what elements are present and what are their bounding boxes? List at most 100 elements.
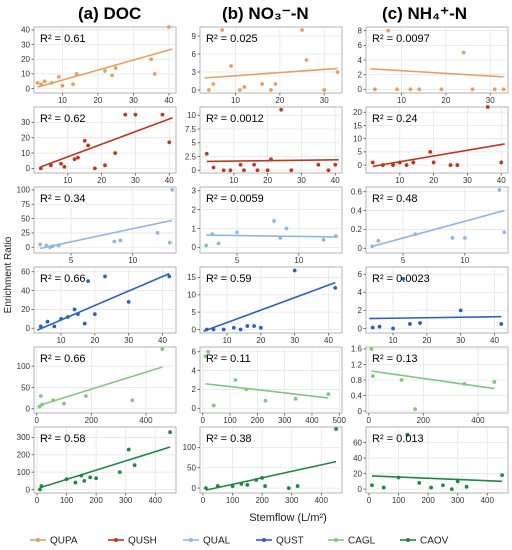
data-point xyxy=(82,478,87,483)
panel-r3-c2: 5 10 0 1 2 3 R² = 0.0059 xyxy=(192,186,343,265)
y-tick-label: 25 xyxy=(21,229,30,238)
data-point xyxy=(464,484,469,489)
data-point xyxy=(126,299,131,304)
data-point xyxy=(235,230,239,235)
data-point xyxy=(413,407,418,412)
y-tick-label: 0 xyxy=(26,84,31,93)
x-tick-label: 400 xyxy=(315,496,329,505)
x-tick-label: 10 xyxy=(128,256,137,265)
y-tick-label: 0 xyxy=(26,485,31,494)
y-tick-label: 0.4 xyxy=(351,206,363,215)
y-tick-label: 20 xyxy=(21,305,30,314)
legend-marker-qust xyxy=(262,538,266,542)
x-tick-label: 30 xyxy=(463,176,472,185)
data-point xyxy=(439,87,444,92)
y-tick-label: 0.4 xyxy=(351,391,363,400)
x-tick-label: 20 xyxy=(97,176,106,185)
r-squared-label: R² = 0.0023 xyxy=(372,273,430,285)
y-tick-label: 2.5 xyxy=(185,152,197,161)
y-tick-label: 0 xyxy=(358,244,363,253)
data-point xyxy=(86,143,90,148)
r-squared-label: R² = 0.24 xyxy=(372,113,418,125)
y-tick-label: 0 xyxy=(192,404,197,413)
x-tick-label: 20 xyxy=(275,96,284,105)
panel-r5-c1: 0 200 400 0 50 100 R² = 0.66 xyxy=(17,346,177,425)
y-tick-label: 40 xyxy=(353,454,362,463)
data-point xyxy=(397,160,402,165)
data-point xyxy=(278,236,283,240)
data-point xyxy=(428,149,433,154)
legend-label-qupa: QUPA xyxy=(50,536,78,547)
y-tick-label: 2 xyxy=(358,70,363,79)
y-tick-label: 30 xyxy=(21,118,30,127)
data-point xyxy=(370,325,375,330)
y-tick-label: 0 xyxy=(192,86,197,95)
panel-frame xyxy=(33,186,177,254)
regression-line xyxy=(371,475,503,483)
y-tick-label: 40 xyxy=(21,286,30,295)
data-point xyxy=(231,325,236,330)
x-tick-label: 300 xyxy=(278,416,292,425)
data-point xyxy=(455,479,460,484)
data-point xyxy=(254,478,259,482)
x-tick-label: 10 xyxy=(57,336,66,345)
r-squared-label: R² = 0.48 xyxy=(372,193,418,205)
y-tick-label: 20 xyxy=(21,55,30,64)
y-tick-label: 20 xyxy=(353,108,362,117)
panel-r2-c2: 10 20 30 40 0 2.5 5 7.5 10 R² = 0.0012 xyxy=(185,106,343,185)
data-point xyxy=(206,349,211,354)
x-tick-label: 200 xyxy=(417,416,431,425)
data-point xyxy=(286,486,291,491)
data-point xyxy=(269,88,273,92)
x-tick-label: 10 xyxy=(231,96,240,105)
data-point xyxy=(38,166,43,171)
data-point xyxy=(221,327,226,332)
regression-line xyxy=(40,116,173,168)
x-tick-label: 10 xyxy=(229,176,238,185)
data-point xyxy=(326,168,331,173)
data-point xyxy=(59,161,63,166)
y-tick-label: 3 xyxy=(192,187,197,196)
x-tick-label: 5 xyxy=(235,256,240,265)
data-point xyxy=(71,82,75,87)
data-point xyxy=(210,232,215,237)
data-point xyxy=(449,487,454,492)
y-tick-label: 0.2 xyxy=(351,225,363,234)
x-tick-label: 200 xyxy=(85,416,99,425)
x-tick-label: 100 xyxy=(60,496,74,505)
y-tick-label: 100 xyxy=(183,443,197,452)
x-tick-label: 10 xyxy=(389,336,398,345)
data-point xyxy=(228,168,233,173)
regression-line xyxy=(206,159,339,163)
y-tick-label: 6 xyxy=(192,348,197,357)
y-tick-label: 10 xyxy=(187,111,196,120)
data-point xyxy=(293,396,298,401)
data-point xyxy=(82,138,87,143)
column-title-nh4: (c) NH₄⁺-N xyxy=(382,4,468,23)
r-squared-label: R² = 0.0012 xyxy=(206,113,264,125)
y-tick-label: 8 xyxy=(358,26,363,35)
column-title-doc: (a) DOC xyxy=(78,4,142,23)
x-tick-label: 100 xyxy=(223,416,237,425)
x-tick-label: 500 xyxy=(333,416,347,425)
data-point xyxy=(86,279,90,284)
regression-line xyxy=(371,209,505,248)
data-point xyxy=(372,87,377,92)
data-point xyxy=(411,160,416,165)
r-squared-label: R² = 0.34 xyxy=(40,193,86,205)
data-point xyxy=(381,485,386,490)
data-point xyxy=(160,112,165,117)
y-tick-label: 1 xyxy=(192,224,197,233)
x-tick-label: 10 xyxy=(395,176,404,185)
x-tick-label: 30 xyxy=(486,96,495,105)
regression-line xyxy=(203,281,336,333)
data-point xyxy=(203,354,208,359)
y-tick-label: 60 xyxy=(21,268,30,277)
panel-r2-c3: 10 20 30 40 0 5 10 15 20 R² = 0.24 xyxy=(353,105,509,185)
data-point xyxy=(221,168,226,173)
data-point xyxy=(155,231,160,235)
x-tick-label: 20 xyxy=(441,96,450,105)
x-tick-label: 10 xyxy=(460,256,469,265)
legend-label-cagl: CAGL xyxy=(348,536,376,547)
